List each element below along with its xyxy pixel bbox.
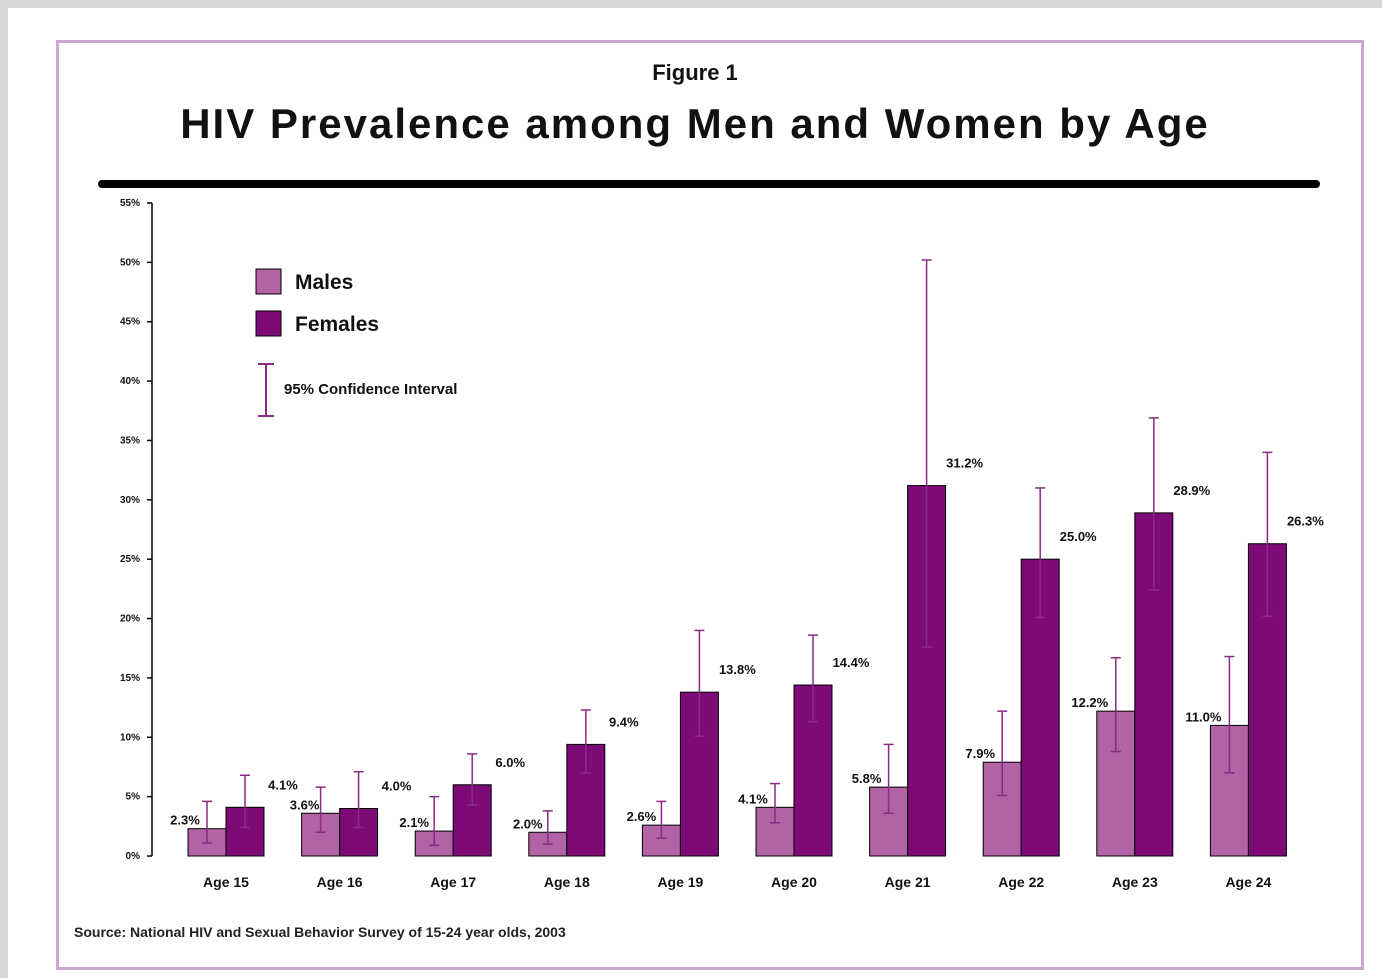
- x-tick-label: Age 15: [203, 874, 249, 890]
- data-label-males: 2.0%: [513, 816, 543, 831]
- chart-title: HIV Prevalence among Men and Women by Ag…: [180, 100, 1210, 147]
- x-tick-label: Age 17: [430, 874, 476, 890]
- error-bar-males: [1224, 655, 1235, 774]
- figure-label: Figure 1: [652, 60, 738, 85]
- error-bar-males: [656, 800, 667, 839]
- data-label-males: 4.1%: [738, 791, 768, 806]
- data-label-males: 12.2%: [1071, 695, 1108, 710]
- error-bar-males: [315, 786, 326, 834]
- x-tick-label: Age 24: [1225, 874, 1271, 890]
- error-bar-males: [429, 795, 440, 847]
- data-label-females: 26.3%: [1287, 514, 1324, 529]
- legend-label-males: Males: [295, 271, 353, 294]
- x-tick-label: Age 23: [1112, 874, 1158, 890]
- y-tick-label: 45%: [120, 317, 140, 328]
- data-label-females: 4.0%: [382, 779, 412, 794]
- y-tick-label: 35%: [120, 435, 140, 446]
- data-label-females: 28.9%: [1173, 483, 1210, 498]
- data-label-females: 14.4%: [833, 655, 870, 670]
- data-label-females: 13.8%: [719, 662, 756, 677]
- error-bar-males: [883, 743, 894, 815]
- error-bar-females: [694, 629, 705, 737]
- error-bar-females: [580, 709, 591, 774]
- y-tick-label: 40%: [120, 376, 140, 387]
- legend-swatch-males: [255, 268, 282, 295]
- y-tick-label: 30%: [120, 495, 140, 506]
- error-bar-females: [1148, 417, 1159, 591]
- data-label-females: 31.2%: [946, 456, 983, 471]
- figure-frame: [56, 40, 1364, 970]
- y-tick-label: 5%: [126, 792, 141, 803]
- error-bar-females: [1262, 451, 1273, 617]
- error-bar-females: [1035, 487, 1046, 619]
- data-label-females: 4.1%: [268, 777, 298, 792]
- error-bar-females: [921, 259, 932, 648]
- x-tick-label: Age 19: [657, 874, 703, 890]
- error-bar-males: [542, 810, 553, 845]
- y-tick-label: 50%: [120, 257, 140, 268]
- legend-label-ci: 95% Confidence Interval: [284, 381, 457, 398]
- data-label-females: 25.0%: [1060, 529, 1097, 544]
- data-label-males: 2.3%: [170, 813, 200, 828]
- legend-swatch-females: [255, 310, 282, 337]
- source-note: Source: National HIV and Sexual Behavior…: [74, 924, 566, 940]
- error-bar-males: [997, 710, 1008, 797]
- title-divider: [98, 180, 1320, 188]
- data-label-males: 7.9%: [965, 746, 995, 761]
- y-tick-label: 15%: [120, 673, 140, 684]
- data-label-males: 2.1%: [399, 815, 429, 830]
- y-tick-label: 0%: [126, 851, 141, 862]
- error-bar-males: [202, 800, 212, 844]
- data-label-males: 11.0%: [1185, 709, 1222, 724]
- error-bar-females: [467, 753, 478, 806]
- x-tick-label: Age 16: [317, 874, 363, 890]
- x-tick-label: Age 18: [544, 874, 590, 890]
- y-tick-label: 20%: [120, 614, 140, 625]
- error-bar-males: [770, 782, 780, 824]
- data-label-males: 3.6%: [290, 797, 320, 812]
- error-bar-females: [240, 774, 250, 829]
- y-tick-label: 25%: [120, 554, 140, 565]
- data-label-females: 6.0%: [495, 755, 525, 770]
- error-bar-males: [1110, 656, 1121, 753]
- data-label-males: 2.6%: [627, 809, 657, 824]
- error-bar-females: [353, 770, 364, 829]
- x-tick-label: Age 22: [998, 874, 1044, 890]
- data-label-males: 5.8%: [852, 771, 882, 786]
- legend-ci-icon: [258, 363, 274, 417]
- y-tick-label: 10%: [120, 732, 140, 743]
- data-label-females: 9.4%: [609, 714, 639, 729]
- error-bar-females: [808, 634, 818, 723]
- y-tick-label: 55%: [120, 198, 140, 209]
- legend-label-females: Females: [295, 313, 379, 336]
- x-tick-label: Age 20: [771, 874, 817, 890]
- x-tick-label: Age 21: [885, 874, 931, 890]
